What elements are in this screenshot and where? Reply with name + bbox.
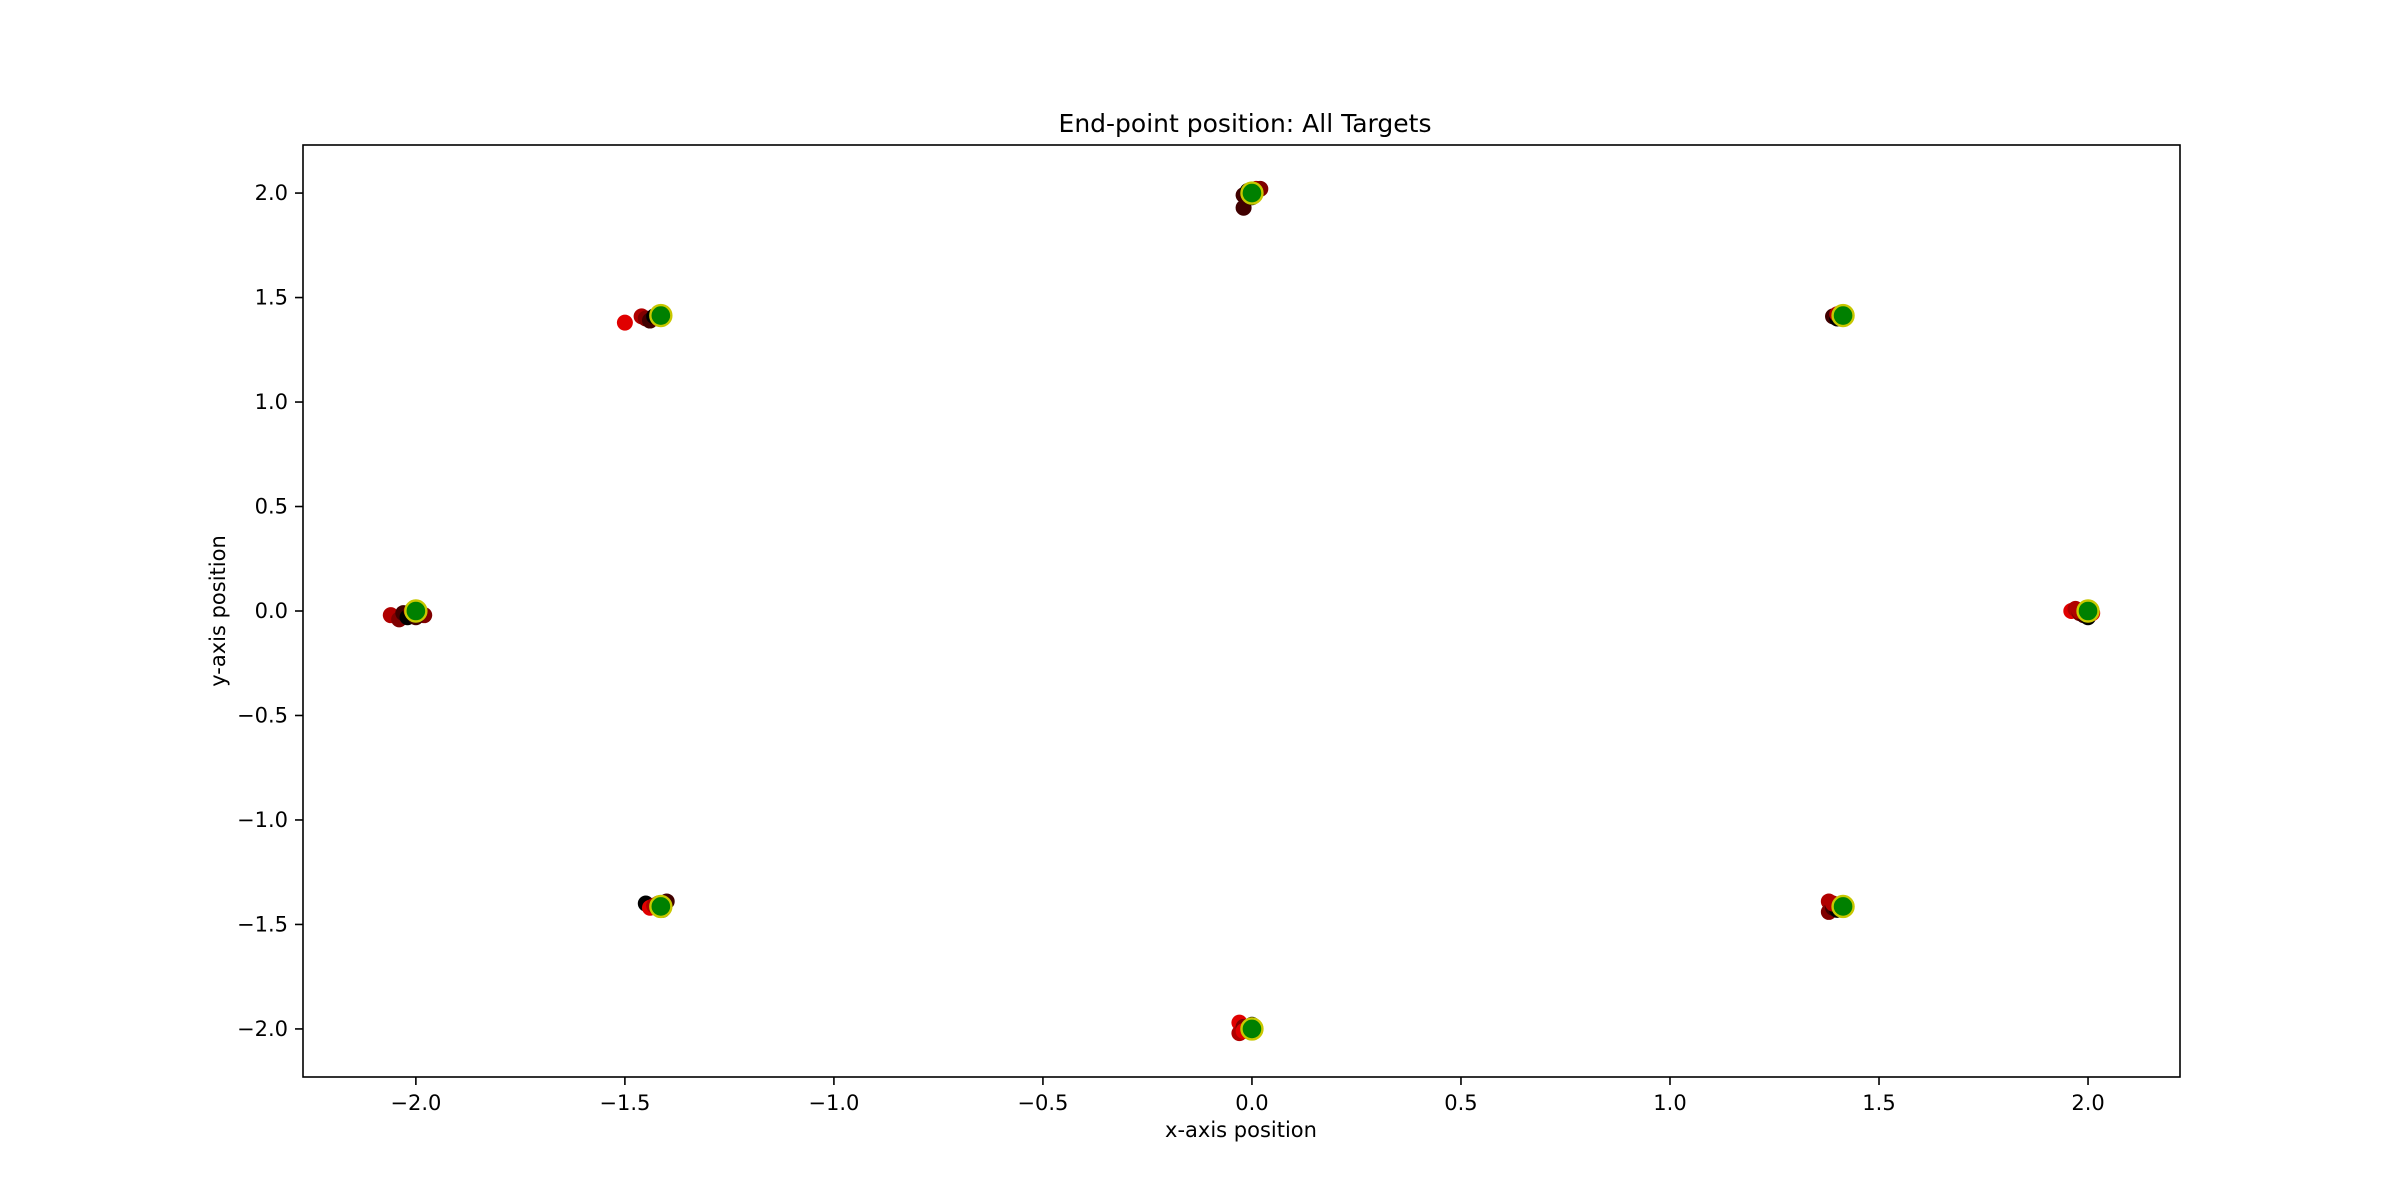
target-marker bbox=[649, 894, 673, 919]
x-tick-label: 1.0 bbox=[1653, 1091, 1686, 1115]
target-marker bbox=[404, 599, 428, 623]
chart-title: End-point position: All Targets bbox=[1059, 109, 1432, 138]
endpoint-marker bbox=[616, 314, 633, 331]
x-tick-label: 0.5 bbox=[1444, 1091, 1477, 1115]
x-tick-label: 1.5 bbox=[1862, 1091, 1895, 1115]
x-axis-title: x-axis position bbox=[1165, 1118, 1317, 1142]
y-tick-label: 2.0 bbox=[255, 181, 288, 205]
y-tick-label: 1.5 bbox=[255, 286, 288, 310]
target-marker bbox=[649, 303, 673, 328]
y-tick-label: −0.5 bbox=[237, 703, 288, 727]
x-tick-label: 2.0 bbox=[2071, 1091, 2104, 1115]
x-tick-label: 0.0 bbox=[1235, 1091, 1268, 1115]
target-marker bbox=[1831, 894, 1855, 919]
x-axis: −2.0 −1.5 −1.0 −0.5 0.0 0.5 1.0 1.5 2.0 bbox=[390, 1077, 2105, 1115]
y-axis: −2.0 −1.5 −1.0 −0.5 0.0 0.5 1.0 1.5 2.0 bbox=[237, 181, 303, 1041]
axes-frame bbox=[302, 144, 2181, 1078]
x-tick-label: −1.5 bbox=[599, 1091, 650, 1115]
y-tick-label: −2.0 bbox=[237, 1017, 288, 1041]
y-tick-label: 0.0 bbox=[255, 599, 288, 623]
x-tick-label: −1.0 bbox=[808, 1091, 859, 1115]
target-marker bbox=[1831, 303, 1855, 328]
y-tick-label: 0.5 bbox=[255, 495, 288, 519]
target-marker bbox=[2076, 599, 2100, 623]
y-axis-title: y-axis position bbox=[206, 535, 230, 687]
target-marker bbox=[1240, 181, 1264, 205]
x-tick-label: −2.0 bbox=[390, 1091, 441, 1115]
plot-area bbox=[382, 180, 2101, 1042]
target-marker bbox=[1240, 1017, 1264, 1041]
y-tick-label: 1.0 bbox=[255, 390, 288, 414]
y-tick-label: −1.0 bbox=[237, 808, 288, 832]
x-tick-label: −0.5 bbox=[1017, 1091, 1068, 1115]
y-tick-label: −1.5 bbox=[237, 912, 288, 936]
